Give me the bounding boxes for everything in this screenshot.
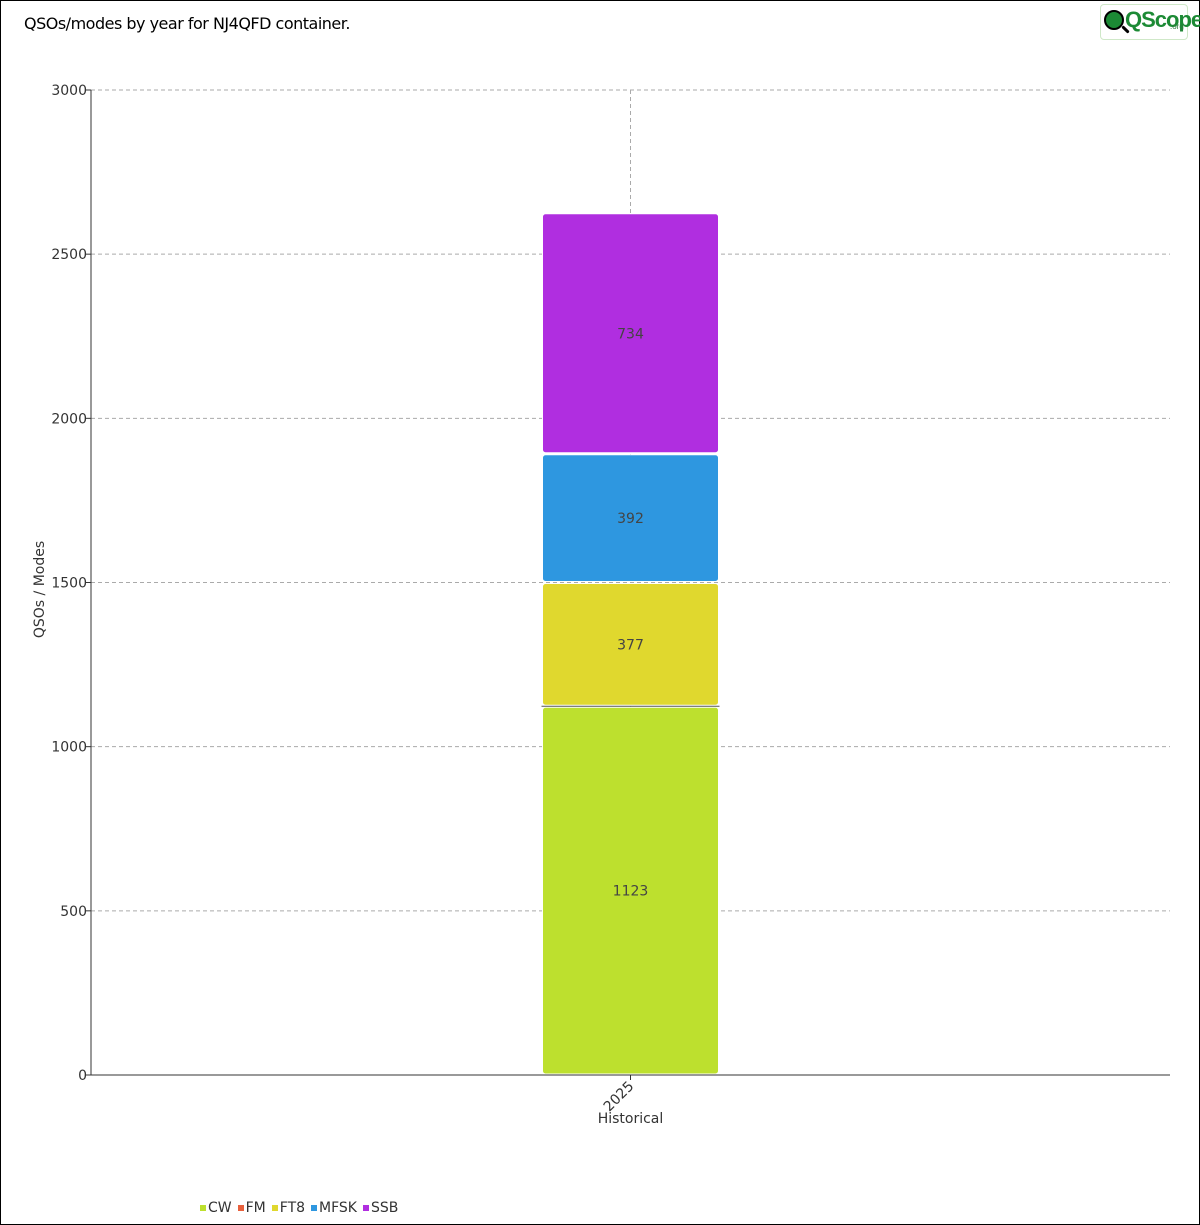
y-tick-label-2500: 2500 [51,247,87,263]
bar-segment-mfsk [542,454,719,582]
chart-legend: CW FM FT8 MFSK SSB [200,1200,398,1216]
legend-item-ssb[interactable]: SSB [362,1200,399,1216]
data-label-ft8: 377 [617,637,644,653]
legend-swatch-ssb [362,1205,369,1211]
y-tick-label-0: 0 [78,1068,87,1084]
y-tick-label-2000: 2000 [51,411,87,427]
x-axis-label: Historical [598,1111,664,1127]
logo-brand: QScope [1125,7,1200,32]
legend-swatch-cw [200,1205,206,1211]
data-label-mfsk: 392 [617,511,644,527]
legend-swatch-ft8 [271,1205,278,1211]
chart-title: QSOs/modes by year for NJ4QFD container. [24,14,350,33]
y-tick-label-500: 500 [60,904,87,920]
legend-label-fm: FM [245,1200,266,1216]
globe-magnifier-icon [1104,10,1124,30]
legend-swatch-fm [237,1205,244,1211]
data-label-cw: 1123 [613,884,649,900]
legend-swatch-mfsk [311,1205,318,1211]
x-tick-label-2025: 2025 [601,1079,638,1116]
qscope-logo[interactable]: QScope .org [1100,4,1200,40]
legend-item-ft8[interactable]: FT8 [271,1200,306,1216]
legend-label-mfsk: MFSK [319,1200,357,1216]
legend-label-ssb: SSB [370,1200,399,1216]
legend-label-ft8: FT8 [279,1200,306,1216]
y-tick-label-1000: 1000 [51,740,87,756]
bar-segment-cw [542,706,719,1075]
data-label-ssb: 734 [617,326,644,342]
legend-item-fm[interactable]: FM [237,1200,266,1216]
logo-tld: .org [1170,22,1184,31]
legend-label-cw: CW [208,1200,232,1216]
y-axis-label: QSOs / Modes [32,541,48,638]
y-tick-label-1500: 1500 [51,576,87,592]
legend-item-cw[interactable]: CW [200,1200,232,1216]
bar-segment-ssb [542,213,719,454]
legend-item-mfsk[interactable]: MFSK [311,1200,357,1216]
y-tick-label-3000: 3000 [51,83,87,99]
bar-segment-ft8 [542,583,719,706]
